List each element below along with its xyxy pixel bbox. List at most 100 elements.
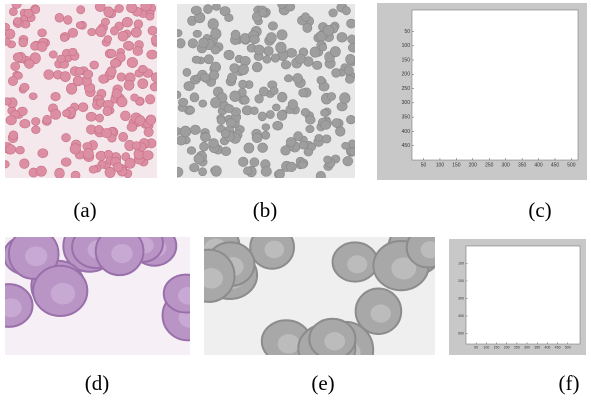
cell xyxy=(37,42,47,52)
cell xyxy=(143,151,153,160)
cell xyxy=(277,110,287,120)
cell xyxy=(319,43,327,51)
y-tick-label: 400 xyxy=(402,129,411,135)
cell xyxy=(88,28,96,35)
cell xyxy=(60,35,68,42)
caption: (d) xyxy=(85,371,110,395)
cell xyxy=(349,148,357,156)
cell xyxy=(281,146,291,155)
cell xyxy=(277,30,287,40)
cell xyxy=(62,133,71,141)
cell xyxy=(224,104,234,112)
x-tick-label: 400 xyxy=(545,345,551,349)
cell xyxy=(275,169,284,179)
cell xyxy=(174,29,182,36)
cell xyxy=(96,114,104,122)
cell xyxy=(3,98,11,105)
cell xyxy=(288,100,298,110)
cell xyxy=(343,156,353,165)
y-tick-label: 500 xyxy=(458,331,464,335)
cell xyxy=(102,128,112,137)
cell xyxy=(5,29,15,39)
x-tick-label: 350 xyxy=(534,345,540,349)
y-tick-label: 450 xyxy=(402,143,411,149)
x-tick-label: 200 xyxy=(469,162,478,168)
cell xyxy=(211,46,220,54)
cell xyxy=(89,166,98,173)
x-tick-label: 400 xyxy=(534,162,543,168)
y-tick-label: 400 xyxy=(458,314,464,318)
cell-center xyxy=(278,334,300,354)
cell xyxy=(190,125,200,134)
x-tick-label: 250 xyxy=(514,345,520,349)
cell xyxy=(132,141,140,149)
cell xyxy=(32,6,40,14)
cell xyxy=(301,13,309,22)
cell xyxy=(123,41,133,50)
cell xyxy=(117,97,127,107)
cell xyxy=(221,129,230,137)
cell xyxy=(180,126,191,137)
cell xyxy=(329,9,338,17)
cell xyxy=(122,17,132,27)
cell xyxy=(9,8,17,16)
cell xyxy=(119,132,128,141)
cell xyxy=(1,160,10,168)
cell xyxy=(306,125,314,132)
cell-center xyxy=(111,244,132,263)
cell xyxy=(224,50,234,59)
cell xyxy=(105,167,115,177)
cell xyxy=(99,75,108,84)
x-tick-label: 300 xyxy=(524,345,530,349)
plot-area-f xyxy=(466,246,580,344)
cell xyxy=(348,43,358,52)
cell xyxy=(183,68,191,76)
cell xyxy=(278,0,287,8)
cell xyxy=(200,73,209,81)
cell xyxy=(6,145,16,155)
x-tick-label: 50 xyxy=(474,345,478,349)
cell xyxy=(8,76,17,85)
cell xyxy=(101,18,109,25)
cell xyxy=(322,135,331,143)
cell xyxy=(266,110,274,118)
cell xyxy=(262,124,270,131)
cell xyxy=(148,26,157,35)
cell xyxy=(20,119,30,128)
cell xyxy=(243,167,252,175)
cell xyxy=(138,79,148,89)
cell xyxy=(151,73,161,83)
cell xyxy=(258,143,268,152)
cell xyxy=(324,156,332,163)
cell xyxy=(117,73,126,81)
cell xyxy=(131,94,139,101)
cell xyxy=(192,56,201,63)
cell xyxy=(69,48,77,56)
cell xyxy=(78,103,88,112)
cell xyxy=(90,61,99,69)
cell xyxy=(262,131,270,139)
cell xyxy=(71,171,80,180)
cell xyxy=(293,73,303,83)
x-tick-label: 450 xyxy=(551,162,560,168)
cell xyxy=(208,19,219,30)
cell xyxy=(342,142,350,149)
cell xyxy=(147,50,158,59)
cell xyxy=(127,123,137,132)
cell xyxy=(146,115,156,125)
cell xyxy=(124,80,134,90)
cell xyxy=(83,148,93,159)
cell-center xyxy=(51,283,75,305)
cell xyxy=(19,159,29,169)
cell-center xyxy=(264,241,284,259)
cell xyxy=(299,141,308,149)
cell xyxy=(110,27,118,35)
cell xyxy=(57,55,66,63)
cell xyxy=(264,46,274,55)
cell xyxy=(273,121,283,130)
cell xyxy=(312,61,321,69)
cell xyxy=(199,100,207,107)
cell xyxy=(225,14,234,22)
y-tick-label: 350 xyxy=(402,114,411,120)
cell xyxy=(193,30,201,37)
